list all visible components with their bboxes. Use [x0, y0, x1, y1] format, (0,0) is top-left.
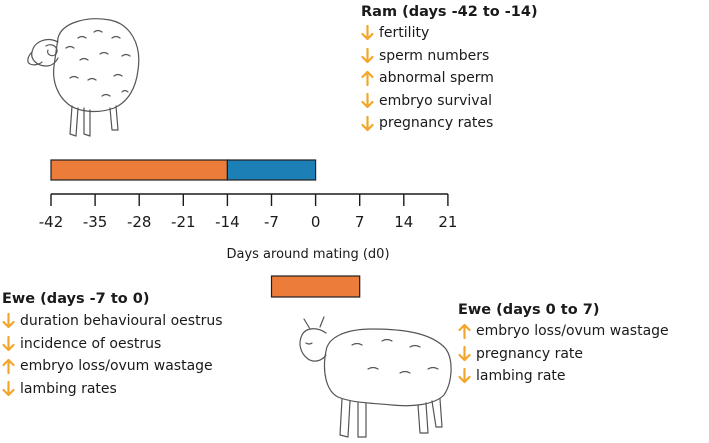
x-tick-label: -42: [38, 213, 64, 231]
ewe-after-effect-item: lambing rate: [458, 365, 669, 388]
down-arrow-icon: [361, 47, 374, 65]
down-arrow-icon: [2, 380, 15, 398]
down-arrow-icon: [2, 312, 15, 330]
ram-effect-item: pregnancy rates: [361, 112, 494, 135]
effect-label: embryo loss/ovum wastage: [20, 358, 213, 375]
x-axis-label: Days around mating (d0): [226, 247, 390, 262]
effect-label: pregnancy rates: [379, 115, 494, 132]
effect-label: incidence of oestrus: [20, 335, 162, 352]
ewe-before-effect-item: incidence of oestrus: [2, 333, 223, 356]
effect-label: embryo loss/ovum wastage: [476, 323, 669, 339]
x-tick-label: -21: [171, 213, 196, 231]
ewe-after-panel-title: Ewe (days 0 to 7): [458, 302, 600, 318]
effect-label: pregnancy rate: [476, 345, 584, 362]
ram-effect-item: embryo survival: [361, 90, 494, 113]
up-arrow-icon: [361, 69, 374, 87]
down-arrow-icon: [2, 335, 15, 353]
ewe-before-effect-item: embryo loss/ovum wastage: [2, 355, 223, 378]
tick-label-row: -42 -35 -28 -21 -14 -7 0 7 14 21: [0, 213, 709, 233]
ewe-after-effect-item: pregnancy rate: [458, 343, 669, 366]
up-arrow-icon: [2, 357, 15, 375]
effect-label: embryo survival: [379, 92, 493, 109]
effect-label: lambing rate: [476, 368, 566, 385]
effect-label: abnormal sperm: [379, 70, 494, 87]
x-tick-label: 0: [310, 213, 321, 231]
effect-label: sperm numbers: [379, 47, 490, 64]
ewe-before-panel-title: Ewe (days -7 to 0): [2, 291, 150, 307]
down-arrow-icon: [361, 24, 374, 42]
x-tick-label: 21: [438, 213, 458, 231]
down-arrow-icon: [361, 115, 374, 133]
down-arrow-icon: [361, 92, 374, 110]
x-tick-label: 7: [354, 213, 365, 231]
down-arrow-icon: [458, 345, 471, 363]
timeline-chart: [50, 159, 449, 298]
x-tick-label: -7: [264, 213, 279, 231]
ram-illustration: [27, 18, 140, 137]
ewe-before-effect-item: duration behavioural oestrus: [2, 310, 223, 333]
ram-panel-title: Ram (days -42 to -14): [361, 4, 538, 20]
ewe-before-effects-list: duration behavioural oestrus incidence of…: [2, 310, 223, 400]
ewe-after-effects-list: embryo loss/ovum wastage pregnancy rate la…: [458, 320, 669, 388]
ram-effect-item: sperm numbers: [361, 45, 494, 68]
ram-effect-item: abnormal sperm: [361, 67, 494, 90]
effect-label: fertility: [379, 25, 430, 41]
x-tick-label: -35: [82, 213, 108, 231]
x-tick-label: -14: [215, 213, 240, 231]
ewe-after-effect-item: embryo loss/ovum wastage: [458, 320, 669, 343]
effect-label: lambing rates: [20, 380, 117, 397]
ram-effects-list: fertility sperm numbers abnormal sperm embr…: [361, 22, 494, 135]
x-tick-label: -28: [126, 213, 152, 231]
effect-label: duration behavioural oestrus: [20, 313, 223, 329]
ram-period-bar-0: [50, 159, 228, 181]
ewe-before-effect-item: lambing rates: [2, 378, 223, 401]
ewe-illustration: [299, 316, 452, 438]
x-tick-label: 14: [394, 213, 414, 231]
up-arrow-icon: [458, 322, 471, 340]
ewe-period-bar-2: [270, 275, 361, 298]
down-arrow-icon: [458, 367, 471, 385]
ram-effect-item: fertility: [361, 22, 494, 45]
ram-period-bar-1: [226, 159, 317, 181]
